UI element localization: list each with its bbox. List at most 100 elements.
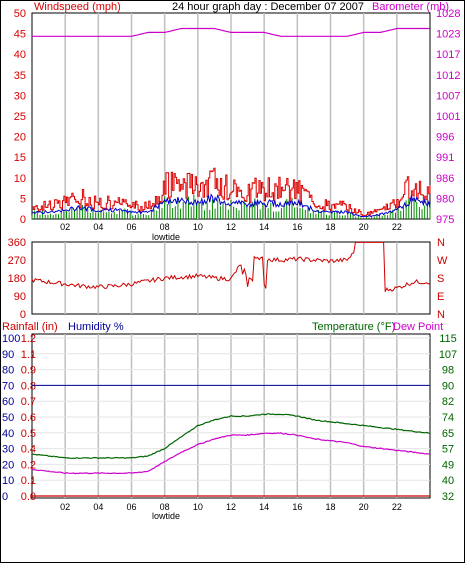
wind-left-tick-label: 25: [14, 111, 26, 123]
rainfall-axis-title: Rainfall (in): [2, 321, 58, 333]
rainfall-tick-label: 1.1: [21, 349, 36, 361]
bottom-hour-label: 22: [392, 502, 402, 512]
wind-hour-label: 06: [126, 222, 136, 232]
rainfall-tick-label: 0.1: [21, 475, 36, 487]
wind-left-tick-label: 15: [14, 152, 26, 164]
barometer-right-tick-label: 996: [436, 132, 454, 144]
barometer-right-tick-label: 1007: [436, 90, 460, 102]
barometer-right-tick-label: 991: [436, 152, 454, 164]
wind-hour-label: 12: [226, 222, 236, 232]
humidity-tick-label: 90: [2, 349, 14, 361]
temperature-tick-label: 98: [442, 365, 454, 377]
wind-direction-series-line: [31, 241, 431, 292]
humidity-tick-label: 100: [2, 333, 20, 345]
humidity-tick-label: 50: [2, 412, 14, 424]
wind-hour-labels: 02 04 06 08 10 12 14 16 18 20 22: [60, 222, 402, 232]
rainfall-tick-label: 0.2: [21, 459, 36, 471]
temperature-tick-label: 90: [442, 380, 454, 392]
barometer-right-tick-label: 1028: [436, 8, 460, 20]
temperature-tick-label: 49: [442, 459, 454, 471]
barometer-right-tick-label: 1012: [436, 70, 460, 82]
wind-left-tick-label: 5: [20, 193, 26, 205]
temperature-ticks: 115 107 98 90 82 74 65 57 49 40 32: [439, 333, 457, 503]
rainfall-ticks: 1.2 1.1 0.9 0.8 0.7 0.6 0.5 0.4 0.2 0.1 0.0: [21, 333, 36, 503]
temperature-tick-label: 74: [442, 412, 454, 424]
rainfall-tick-label: 0.4: [21, 444, 36, 456]
barometer-right-tick-label: 1017: [436, 49, 460, 61]
barometer-series-line: [32, 27, 430, 37]
bottom-hour-label: 14: [259, 502, 269, 512]
temperature-tick-label: 57: [442, 444, 454, 456]
barometer-right-tick-label: 986: [436, 173, 454, 185]
humidity-tick-label: 70: [2, 380, 14, 392]
wind-left-tick-label: 20: [14, 132, 26, 144]
bottom-hour-label: 16: [292, 502, 302, 512]
bottom-hour-label: 18: [325, 502, 335, 512]
direction-tick-label: 90: [14, 291, 26, 303]
barometer-right-tick-label: 980: [436, 193, 454, 205]
rainfall-tick-label: 0.9: [21, 365, 36, 377]
bottom-hour-label: 02: [60, 502, 70, 512]
bottom-hour-labels: 02 04 06 08 10 12 14 16 18 20 22: [60, 502, 402, 512]
rainfall-tick-label: 0.5: [21, 428, 36, 440]
compass-letter: S: [437, 273, 444, 285]
wind-left-tick-label: 35: [14, 70, 26, 82]
wind-left-tick-label: 40: [14, 49, 26, 61]
windspeed-series-line: [32, 167, 431, 217]
bottom-hour-label: 12: [226, 502, 236, 512]
wind-hour-label: 02: [60, 222, 70, 232]
temperature-axis-title: Temperature (°F): [312, 321, 395, 333]
graph-title: 24 hour graph day : December 07 2007: [172, 1, 364, 13]
barometer-right-tick-label: 1023: [436, 29, 460, 41]
temperature-tick-label: 40: [442, 475, 454, 487]
wind-hour-label: 20: [359, 222, 369, 232]
compass-letter: E: [437, 291, 444, 303]
direction-tick-label: 0: [20, 309, 26, 321]
direction-tick-label: 270: [8, 255, 26, 267]
wind-left-tick-label: 30: [14, 90, 26, 102]
temperature-tick-label: 65: [442, 428, 454, 440]
dew-point-series-line: [31, 432, 431, 475]
rainfall-tick-label: 0.7: [21, 396, 36, 408]
windspeed-axis-title: Windspeed (mph): [34, 1, 121, 13]
wind-hour-label: 10: [193, 222, 203, 232]
rainfall-tick-label: 0.8: [21, 380, 36, 392]
barometer-right-tick-label: 975: [436, 214, 454, 226]
temperature-tick-label: 82: [442, 396, 454, 408]
bottom-hour-label: 20: [359, 502, 369, 512]
barometer-axis-title: Barometer (mb): [372, 1, 449, 13]
wind-left-tick-label: 0: [20, 214, 26, 226]
bottom-hour-label: 06: [126, 502, 136, 512]
wind-hour-label: 18: [325, 222, 335, 232]
temperature-tick-label: 32: [442, 491, 454, 503]
humidity-tick-label: 10: [2, 475, 14, 487]
rainfall-tick-label: 1.2: [21, 333, 36, 345]
humidity-tick-label: 30: [2, 444, 14, 456]
bottom-lowtide-label: lowtide: [152, 511, 180, 521]
wind-hour-label: 08: [160, 222, 170, 232]
wind-lowtide-label: lowtide: [152, 232, 180, 242]
direction-tick-label: 180: [8, 273, 26, 285]
wind-hour-label: 14: [259, 222, 269, 232]
wind-left-tick-label: 45: [14, 29, 26, 41]
compass-letter: W: [437, 255, 448, 267]
bottom-hour-label: 08: [160, 502, 170, 512]
humidity-tick-label: 20: [2, 459, 14, 471]
temperature-tick-label: 107: [439, 349, 457, 361]
bottom-hour-label: 10: [193, 502, 203, 512]
direction-tick-label: 360: [8, 237, 26, 249]
compass-letter: N: [437, 309, 445, 321]
wind-right-ticks: 1028 1023 1017 1012 1007 1001 996 991 986 980 975: [436, 8, 460, 226]
wind-left-tick-label: 50: [14, 8, 26, 20]
wind-hour-label: 04: [93, 222, 103, 232]
wind-left-tick-label: 10: [14, 173, 26, 185]
rainfall-tick-label: 0.6: [21, 412, 36, 424]
wind-gust-series-line: [31, 193, 431, 218]
humidity-axis-title: Humidity %: [68, 321, 124, 333]
humidity-tick-label: 80: [2, 365, 14, 377]
rainfall-tick-label: 0.0: [21, 491, 36, 503]
